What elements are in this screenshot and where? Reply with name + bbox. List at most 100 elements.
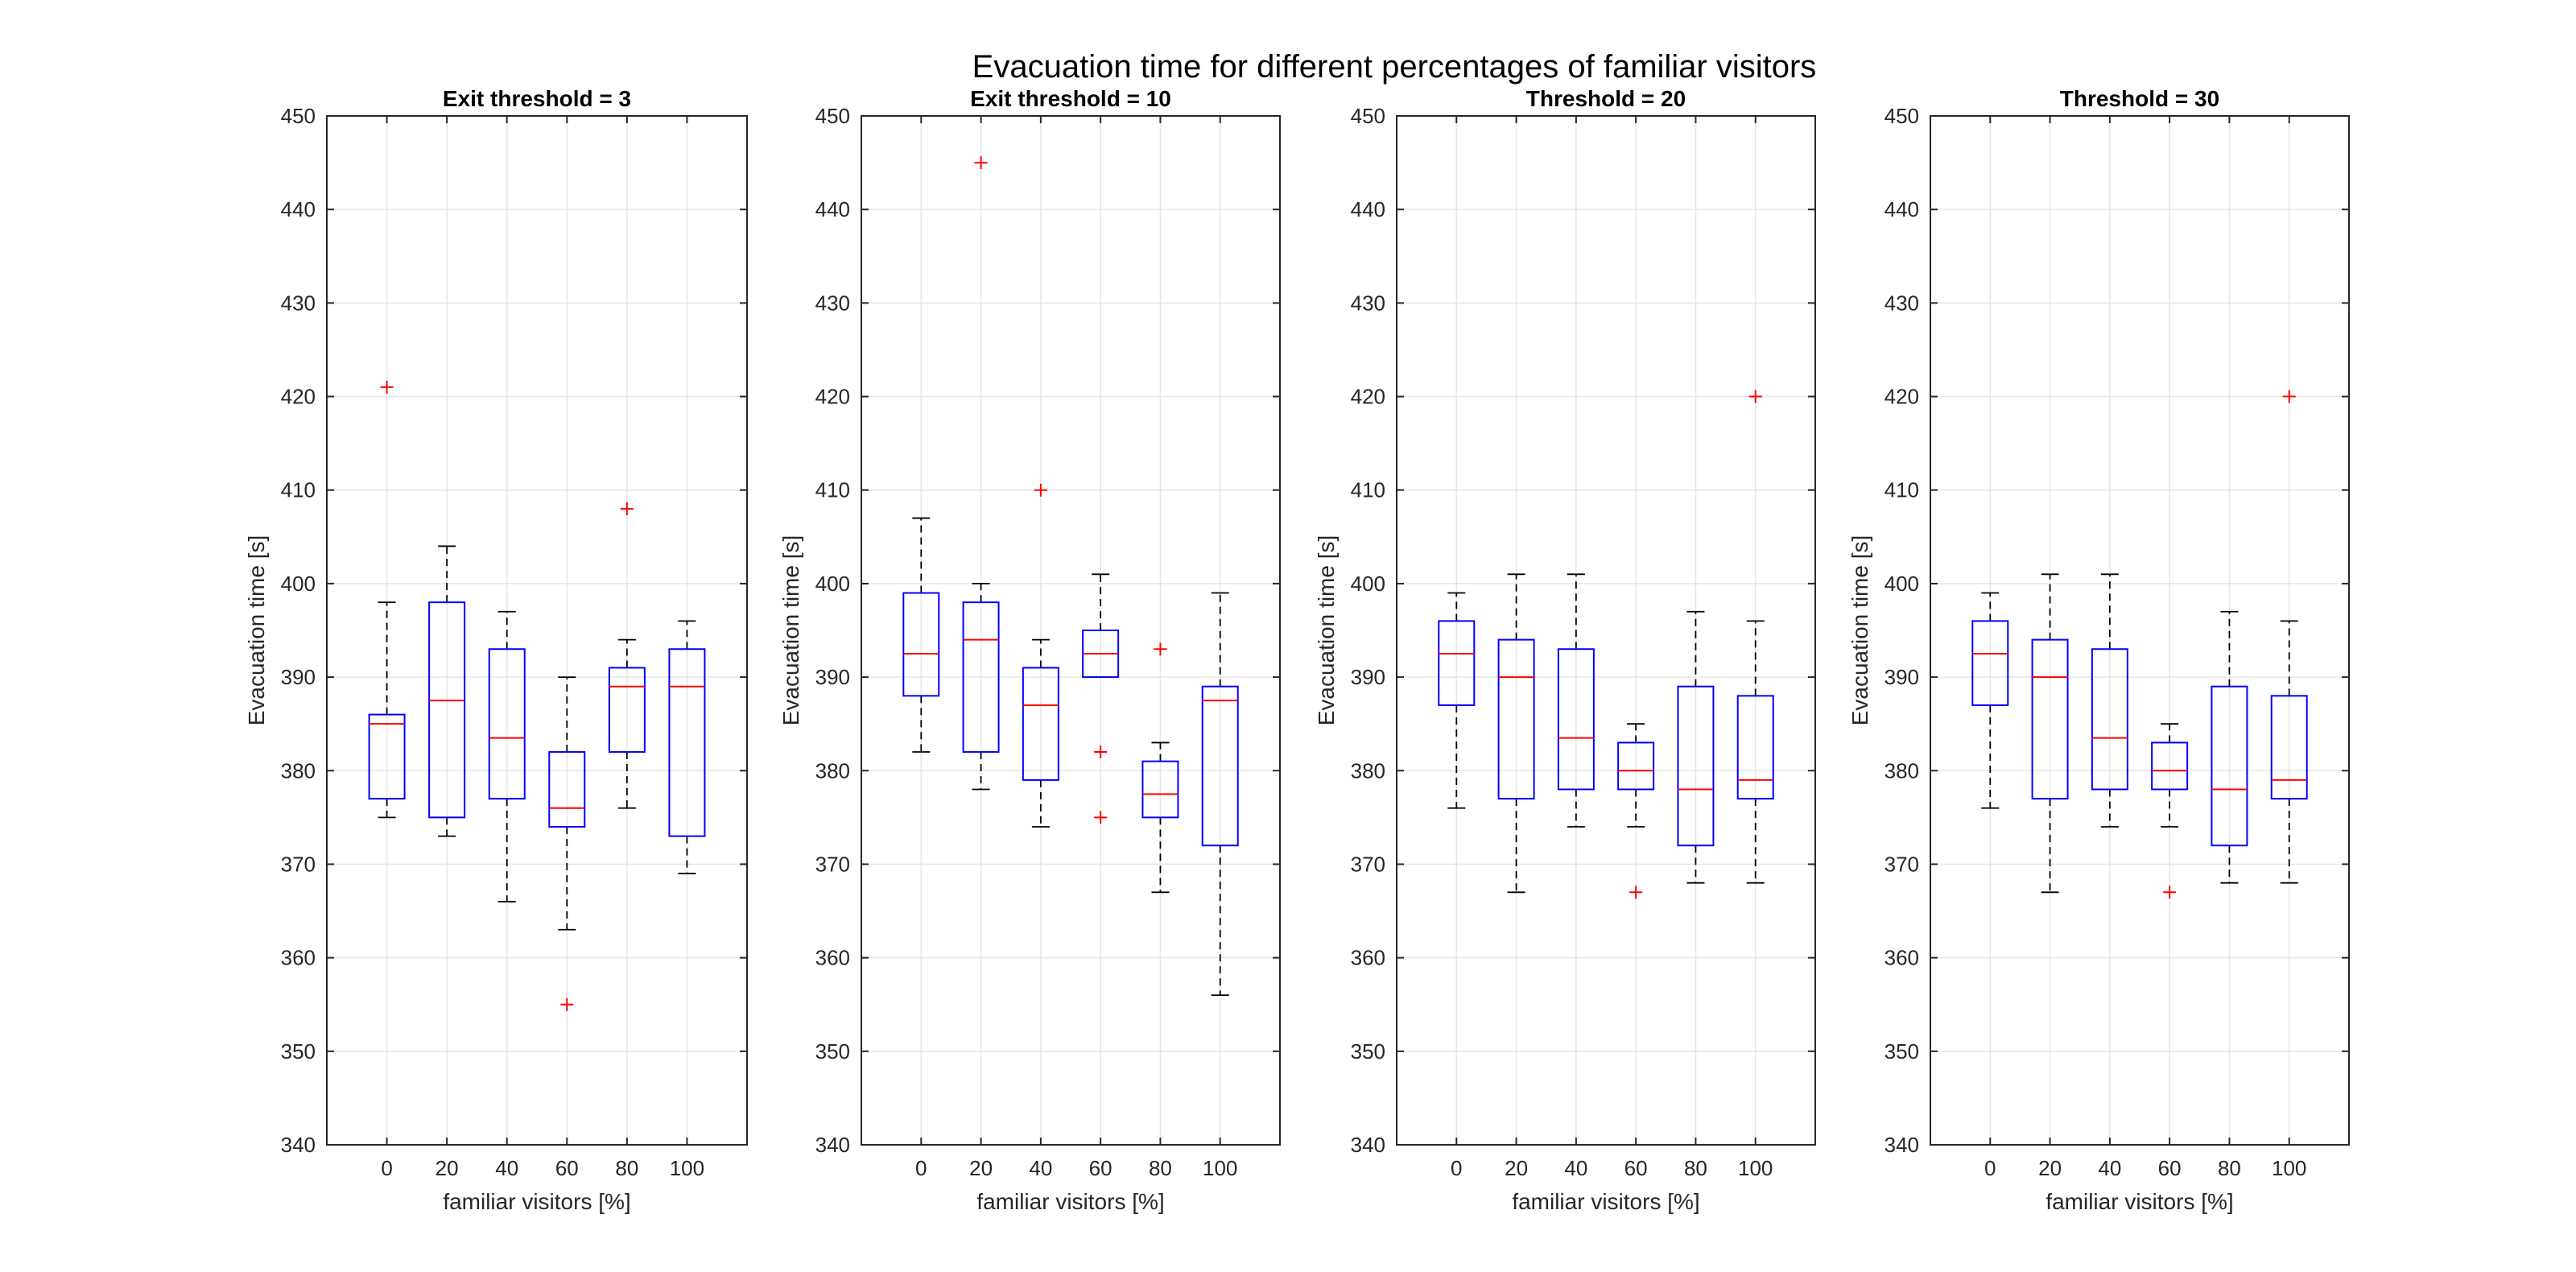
x-tick-label: 100 bbox=[1203, 1156, 1237, 1180]
outlier-marker bbox=[620, 502, 634, 515]
outlier-marker bbox=[1094, 811, 1108, 824]
box-iqr bbox=[2091, 648, 2128, 791]
x-axis-label: familiar visitors [%] bbox=[1512, 1189, 1699, 1214]
x-tick-label: 100 bbox=[670, 1156, 704, 1180]
y-tick-label: 380 bbox=[281, 758, 316, 783]
y-tick-label: 360 bbox=[1351, 946, 1385, 970]
x-tick-label: 100 bbox=[2272, 1156, 2306, 1180]
box-80 bbox=[2211, 610, 2248, 884]
box-iqr bbox=[488, 648, 526, 800]
axes-frame bbox=[1930, 115, 2350, 1146]
x-tick-label: 20 bbox=[969, 1156, 993, 1180]
x-tick-label: 60 bbox=[1624, 1156, 1648, 1180]
box-iqr bbox=[548, 751, 586, 828]
box-100 bbox=[1736, 390, 1774, 884]
box-100 bbox=[668, 620, 706, 874]
box-0 bbox=[902, 517, 940, 753]
x-tick-label: 40 bbox=[1029, 1156, 1052, 1180]
box-100 bbox=[1201, 592, 1239, 997]
x-tick-label: 20 bbox=[2038, 1156, 2062, 1180]
y-tick-label: 420 bbox=[1885, 385, 1919, 409]
y-tick-label: 370 bbox=[815, 852, 850, 876]
box-20 bbox=[1497, 573, 1535, 894]
x-tick-label: 0 bbox=[1984, 1156, 1996, 1180]
y-axis-label: Evacuation time [s] bbox=[1847, 535, 1872, 726]
y-axis-label: Evacuation time [s] bbox=[1314, 535, 1339, 726]
y-tick-label: 340 bbox=[815, 1133, 850, 1157]
x-tick-label: 40 bbox=[495, 1156, 518, 1180]
y-tick-label: 440 bbox=[1885, 197, 1919, 221]
x-tick-label: 80 bbox=[2218, 1156, 2241, 1180]
y-tick-label: 340 bbox=[281, 1133, 316, 1157]
y-tick-label: 430 bbox=[1885, 291, 1919, 315]
y-tick-label: 350 bbox=[1351, 1039, 1385, 1063]
box-60 bbox=[1617, 723, 1655, 899]
x-tick-label: 20 bbox=[1505, 1156, 1528, 1180]
outlier-marker bbox=[1034, 483, 1047, 497]
y-tick-label: 380 bbox=[1885, 758, 1919, 783]
y-tick-label: 420 bbox=[281, 385, 316, 409]
y-tick-label: 410 bbox=[1351, 478, 1385, 502]
x-tick-label: 60 bbox=[2158, 1156, 2182, 1180]
y-tick-label: 360 bbox=[815, 946, 850, 970]
box-iqr bbox=[1438, 620, 1476, 706]
box-iqr bbox=[1677, 685, 1715, 847]
box-iqr bbox=[902, 592, 940, 697]
y-axis-label: Evacuation time [s] bbox=[244, 535, 269, 726]
box-20 bbox=[2031, 573, 2069, 894]
x-axis-label: familiar visitors [%] bbox=[976, 1189, 1164, 1214]
x-tick-label: 20 bbox=[436, 1156, 459, 1180]
x-tick-label: 0 bbox=[1451, 1156, 1462, 1180]
box-iqr bbox=[608, 667, 646, 754]
x-tick-label: 40 bbox=[2098, 1156, 2121, 1180]
y-tick-label: 440 bbox=[815, 197, 850, 221]
box-20 bbox=[962, 156, 1000, 791]
y-tick-label: 430 bbox=[281, 291, 316, 315]
box-80 bbox=[1677, 610, 1715, 884]
x-tick-label: 80 bbox=[1684, 1156, 1707, 1180]
x-axis-label: familiar visitors [%] bbox=[2046, 1189, 2233, 1214]
outlier-marker bbox=[1154, 642, 1167, 656]
y-tick-label: 440 bbox=[281, 197, 316, 221]
x-tick-label: 100 bbox=[1738, 1156, 1773, 1180]
box-40 bbox=[2091, 573, 2128, 828]
box-iqr bbox=[1201, 685, 1239, 847]
y-tick-label: 370 bbox=[281, 852, 316, 876]
x-tick-label: 40 bbox=[1564, 1156, 1587, 1180]
box-iqr bbox=[668, 648, 706, 837]
box-40 bbox=[1557, 573, 1595, 828]
figure-title: Evacuation time for different percentage… bbox=[972, 49, 1817, 85]
box-iqr bbox=[368, 713, 406, 800]
box-iqr bbox=[1497, 638, 1535, 800]
y-tick-label: 450 bbox=[281, 104, 316, 128]
x-tick-label: 0 bbox=[381, 1156, 392, 1180]
subplot-2: 340 350 360 370 380 390 400 410 420 430 440 450 0 20 4… bbox=[778, 86, 1281, 1214]
y-tick-label: 400 bbox=[1885, 572, 1919, 596]
y-tick-label: 410 bbox=[281, 478, 316, 502]
box-0 bbox=[368, 380, 406, 819]
outlier-marker bbox=[380, 380, 394, 394]
y-tick-label: 390 bbox=[281, 665, 316, 689]
y-tick-label: 420 bbox=[815, 385, 850, 409]
y-tick-label: 410 bbox=[815, 478, 850, 502]
y-tick-label: 400 bbox=[281, 572, 316, 596]
box-40 bbox=[488, 610, 526, 902]
y-tick-label: 440 bbox=[1351, 197, 1385, 221]
axes-frame bbox=[326, 115, 748, 1146]
y-tick-label: 370 bbox=[1351, 852, 1385, 876]
x-axis-label: familiar visitors [%] bbox=[443, 1189, 630, 1214]
box-60 bbox=[1082, 573, 1120, 824]
y-tick-label: 450 bbox=[815, 104, 850, 128]
box-20 bbox=[428, 545, 466, 837]
subplot-title: Exit threshold = 10 bbox=[970, 86, 1171, 111]
outlier-marker bbox=[2282, 390, 2296, 403]
y-tick-label: 400 bbox=[1351, 572, 1385, 596]
y-tick-label: 400 bbox=[815, 572, 850, 596]
subplot-title: Threshold = 20 bbox=[1526, 86, 1686, 111]
box-100 bbox=[2270, 390, 2308, 884]
box-40 bbox=[1022, 483, 1059, 828]
subplot-title: Exit threshold = 3 bbox=[443, 86, 631, 111]
y-tick-label: 410 bbox=[1885, 478, 1919, 502]
y-tick-label: 450 bbox=[1351, 104, 1385, 128]
box-60 bbox=[548, 676, 586, 1011]
